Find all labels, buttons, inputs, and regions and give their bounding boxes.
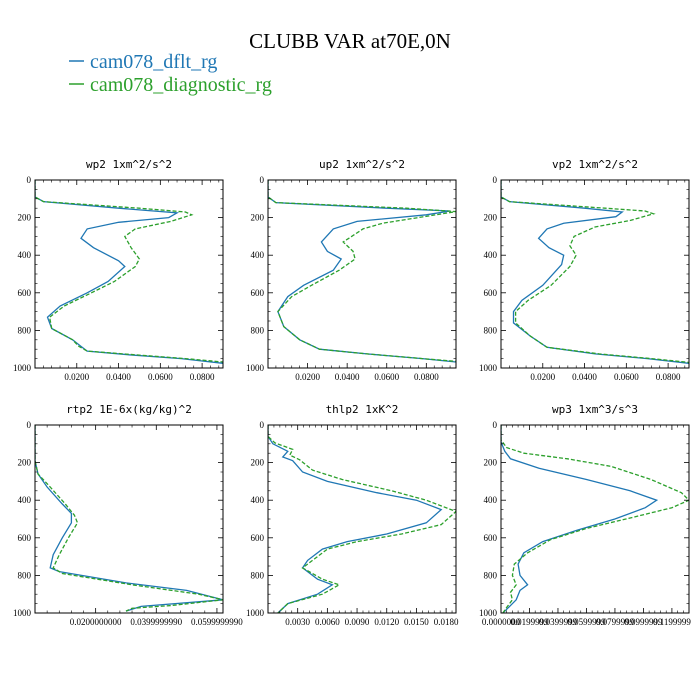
legend-label-diagnostic: cam078_diagnostic_rg bbox=[90, 74, 272, 96]
panel-title: vp2 1xm^2/s^2 bbox=[552, 158, 638, 171]
y-tick-label: 800 bbox=[484, 325, 498, 335]
legend-label-dflt: cam078_dflt_rg bbox=[90, 51, 217, 73]
series-line-diagnostic bbox=[501, 180, 689, 364]
y-tick-label: 800 bbox=[251, 325, 265, 335]
y-tick-label: 600 bbox=[18, 533, 32, 543]
x-tick-label: 0.0600 bbox=[614, 372, 639, 382]
plot-frame bbox=[267, 179, 457, 369]
series-line-dflt bbox=[35, 425, 223, 612]
x-tick-label: 0.1199999 bbox=[653, 617, 691, 627]
y-tick-label: 200 bbox=[18, 458, 32, 468]
panel-title: rtp2 1E-6x(kg/kg)^2 bbox=[66, 403, 192, 416]
x-tick-label: 0.0000000 bbox=[482, 617, 521, 627]
y-tick-label: 600 bbox=[484, 533, 498, 543]
y-tick-label: 200 bbox=[484, 458, 498, 468]
plot-frame bbox=[34, 179, 224, 369]
y-tick-label: 800 bbox=[18, 325, 32, 335]
x-tick-label: 0.0800 bbox=[190, 372, 215, 382]
x-tick-label: 0.0030 bbox=[285, 617, 310, 627]
x-tick-label: 0.0999999 bbox=[624, 617, 663, 627]
series-line-diagnostic bbox=[268, 425, 456, 613]
y-tick-label: 400 bbox=[18, 495, 32, 505]
y-tick-label: 400 bbox=[18, 250, 32, 260]
y-tick-label: 0 bbox=[493, 175, 498, 185]
y-tick-label: 600 bbox=[484, 288, 498, 298]
panel-2: up2 1xm^2/s^2 0 200 400 600 800 1000 0.0200 0.04… bbox=[246, 158, 457, 382]
x-tick-label: 0.0180 bbox=[434, 617, 459, 627]
y-tick-label: 0 bbox=[27, 420, 32, 430]
y-tick-label: 800 bbox=[251, 570, 265, 580]
x-tick-label: 0.0090 bbox=[345, 617, 370, 627]
y-tick-label: 200 bbox=[18, 213, 32, 223]
x-tick-label: 0.0400 bbox=[106, 372, 131, 382]
y-tick-label: 0 bbox=[260, 175, 265, 185]
x-tick-label: 0.0600 bbox=[148, 372, 173, 382]
y-tick-label: 0 bbox=[493, 420, 498, 430]
y-tick-label: 400 bbox=[484, 495, 498, 505]
panel-1: wp2 1xm^2/s^2 0 200 400 600 800 1000 0.0200 0.04… bbox=[13, 158, 224, 382]
x-tick-label: 0.0200 bbox=[64, 372, 89, 382]
x-tick-label: 0.0399999 bbox=[539, 617, 578, 627]
x-tick-label: 0.0199999 bbox=[510, 617, 549, 627]
x-tick-label: 0.0400 bbox=[335, 372, 360, 382]
x-tick-label: 0.0800 bbox=[656, 372, 681, 382]
y-tick-label: 400 bbox=[251, 250, 265, 260]
series-line-dflt bbox=[268, 180, 456, 363]
series-line-dflt bbox=[501, 425, 659, 613]
series-line-dflt bbox=[268, 425, 443, 613]
panel-title: wp3 1xm^3/s^3 bbox=[552, 403, 638, 416]
y-tick-label: 1000 bbox=[13, 608, 32, 618]
y-tick-label: 600 bbox=[251, 288, 265, 298]
x-tick-label: 0.0599999990 bbox=[191, 617, 243, 627]
y-tick-label: 200 bbox=[251, 458, 265, 468]
y-tick-label: 1000 bbox=[246, 363, 265, 373]
panel-title: up2 1xm^2/s^2 bbox=[319, 158, 405, 171]
x-tick-label: 0.0200 bbox=[530, 372, 555, 382]
panel-4: rtp2 1E-6x(kg/kg)^2 0 200 400 600 800 1000 0.02… bbox=[13, 403, 243, 627]
x-tick-label: 0.0150 bbox=[404, 617, 429, 627]
y-tick-label: 1000 bbox=[479, 608, 498, 618]
x-tick-label: 0.0800 bbox=[414, 372, 439, 382]
y-tick-label: 1000 bbox=[13, 363, 32, 373]
y-tick-label: 0 bbox=[260, 420, 265, 430]
plot-frame bbox=[267, 424, 457, 614]
x-tick-label: 0.0399999990 bbox=[130, 617, 182, 627]
panel-5: thlp2 1xK^2 0 200 400 600 800 1000 0.0030 0.0060… bbox=[246, 403, 459, 627]
y-tick-label: 400 bbox=[251, 495, 265, 505]
series-line-diagnostic bbox=[501, 425, 689, 613]
series-line-dflt bbox=[501, 180, 689, 364]
plot-frame bbox=[500, 424, 690, 614]
series-line-diagnostic bbox=[268, 180, 456, 363]
series-line-dflt bbox=[35, 180, 223, 364]
figure-title: CLUBB VAR at70E,0N bbox=[249, 29, 451, 53]
panel-title: wp2 1xm^2/s^2 bbox=[86, 158, 172, 171]
y-tick-label: 200 bbox=[484, 213, 498, 223]
x-tick-label: 0.0200000000 bbox=[70, 617, 122, 627]
panel-3: vp2 1xm^2/s^2 0 200 400 600 800 1000 0.0200 0.04… bbox=[479, 158, 690, 382]
x-tick-label: 0.0120 bbox=[374, 617, 399, 627]
y-tick-label: 800 bbox=[484, 570, 498, 580]
y-tick-label: 0 bbox=[27, 175, 32, 185]
series-line-diagnostic bbox=[35, 425, 223, 612]
series-line-diagnostic bbox=[35, 180, 223, 363]
panels: wp2 1xm^2/s^2 0 200 400 600 800 1000 0.0200 0.04… bbox=[13, 158, 691, 627]
y-tick-label: 400 bbox=[484, 250, 498, 260]
y-tick-label: 1000 bbox=[479, 363, 498, 373]
y-tick-label: 200 bbox=[251, 213, 265, 223]
y-tick-label: 600 bbox=[18, 288, 32, 298]
plot-frame bbox=[500, 179, 690, 369]
y-tick-label: 800 bbox=[18, 570, 32, 580]
panel-title: thlp2 1xK^2 bbox=[326, 403, 399, 416]
x-tick-label: 0.0600 bbox=[374, 372, 399, 382]
x-tick-label: 0.0599999 bbox=[567, 617, 606, 627]
y-tick-label: 600 bbox=[251, 533, 265, 543]
x-tick-label: 0.0400 bbox=[572, 372, 597, 382]
x-tick-label: 0.0060 bbox=[315, 617, 340, 627]
x-tick-label: 0.0799999 bbox=[596, 617, 635, 627]
legend: cam078_dflt_rg cam078_diagnostic_rg bbox=[69, 51, 272, 96]
panel-6: wp3 1xm^3/s^3020040060080010000.00000000… bbox=[479, 403, 691, 627]
x-tick-label: 0.0200 bbox=[295, 372, 320, 382]
y-tick-label: 1000 bbox=[246, 608, 265, 618]
